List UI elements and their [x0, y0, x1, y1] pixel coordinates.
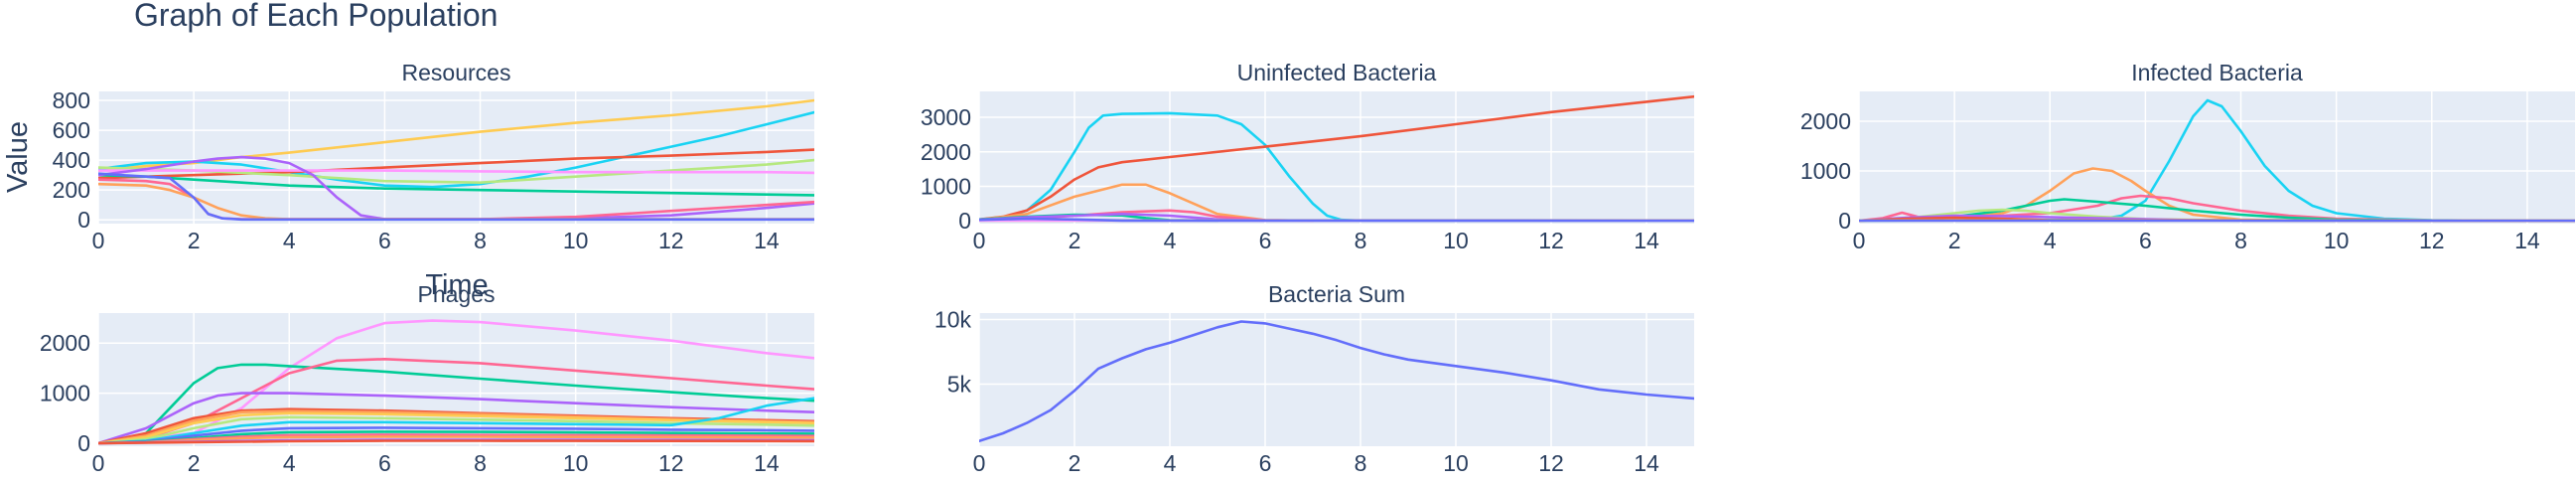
series-line-9 [98, 397, 814, 445]
series-line-4 [98, 158, 814, 184]
x-tick-label: 14 [754, 228, 780, 253]
figure-xlabel: Time [425, 269, 488, 301]
series-line-7 [98, 155, 814, 221]
y-tick-label: 1000 [1800, 158, 1851, 184]
series-line-10 [98, 172, 814, 222]
x-tick-label: 10 [563, 450, 589, 476]
y-tick-label: 2000 [40, 330, 90, 356]
x-tick-label: 8 [474, 228, 487, 253]
series-line-8 [98, 415, 814, 445]
panel-infected-bacteria: 0 2 4 6 8 10 12 14 0 1000 2000 Infected Bacteria [1800, 60, 2575, 253]
series-line-5 [98, 169, 814, 175]
x-tick-label: 2 [1948, 228, 1961, 253]
x-tick-label: 14 [2514, 228, 2540, 253]
series-line-10 [979, 217, 1694, 223]
subplot-title: Uninfected Bacteria [1237, 60, 1437, 85]
x-tick-label: 4 [1164, 450, 1177, 476]
subplot-title: Resources [402, 60, 511, 85]
y-tick-label: 600 [53, 117, 90, 143]
x-tick-label: 4 [283, 228, 296, 253]
y-tick-label: 0 [1838, 208, 1851, 234]
x-tick-label: 10 [1443, 228, 1469, 253]
series-line-3 [98, 148, 814, 180]
series-line-1 [979, 320, 1694, 443]
subplot-title: Bacteria Sum [1268, 281, 1405, 307]
x-tick-label: 14 [754, 450, 780, 476]
y-tick-label: 3000 [921, 104, 971, 130]
plot-background [979, 91, 1694, 224]
y-tick-label: 0 [958, 208, 971, 234]
y-tick-label: 1000 [921, 173, 971, 199]
y-tick-label: 400 [53, 147, 90, 173]
figure-title: Graph of Each Population [134, 0, 498, 33]
x-tick-label: 0 [973, 228, 986, 253]
y-tick-label: 0 [77, 207, 90, 233]
x-tick-label: 12 [658, 450, 684, 476]
plot-background [1859, 91, 2575, 224]
x-tick-label: 6 [378, 450, 391, 476]
x-tick-label: 2 [188, 450, 201, 476]
y-tick-label: 2000 [921, 139, 971, 165]
x-tick-label: 4 [1164, 228, 1177, 253]
x-tick-label: 6 [2139, 228, 2152, 253]
x-tick-label: 0 [92, 228, 105, 253]
x-tick-label: 8 [1355, 450, 1367, 476]
y-tick-label: 0 [77, 430, 90, 456]
x-tick-label: 8 [1355, 228, 1367, 253]
x-tick-label: 6 [1259, 450, 1272, 476]
x-tick-label: 4 [283, 450, 296, 476]
subplot-title: Phages [417, 281, 495, 307]
y-tick-label: 200 [53, 177, 90, 203]
x-tick-label: 0 [1853, 228, 1866, 253]
x-tick-label: 2 [1069, 450, 1081, 476]
x-tick-label: 6 [378, 228, 391, 253]
x-tick-label: 8 [474, 450, 487, 476]
panel-uninfected-bacteria: 0 2 4 6 8 10 12 14 0 1000 2000 3000 Uninfected Bacte… [921, 60, 1694, 253]
y-tick-label: 2000 [1800, 108, 1851, 134]
panel-phages: 0 2 4 6 8 10 12 14 0 1000 2000 Phages [40, 281, 814, 476]
x-tick-label: 4 [2044, 228, 2057, 253]
x-tick-label: 14 [1634, 228, 1659, 253]
x-tick-label: 14 [1634, 450, 1659, 476]
x-tick-label: 10 [563, 228, 589, 253]
series-line-15 [98, 439, 814, 445]
x-tick-label: 12 [658, 228, 684, 253]
x-tick-label: 12 [2419, 228, 2445, 253]
series-line-3 [1859, 194, 2575, 223]
series-line-4 [98, 392, 814, 445]
y-tick-label: 5k [947, 372, 972, 398]
series-line-2 [98, 110, 814, 189]
x-tick-label: 2 [1069, 228, 1081, 253]
x-tick-label: 10 [1443, 450, 1469, 476]
x-tick-label: 2 [188, 228, 201, 253]
y-tick-label: 1000 [40, 381, 90, 406]
y-tick-label: 10k [934, 307, 972, 333]
figure-ylabel: Value [2, 121, 34, 193]
x-tick-label: 6 [1259, 228, 1272, 253]
y-tick-label: 800 [53, 87, 90, 113]
series-line-2 [979, 94, 1694, 222]
panel-bacteria-sum: 0 2 4 6 8 10 12 14 5k 10k Bacteria Sum [934, 281, 1694, 476]
series-line-6 [98, 173, 814, 197]
x-tick-label: 0 [92, 450, 105, 476]
x-tick-label: 8 [2234, 228, 2247, 253]
subplot-title: Infected Bacteria [2131, 60, 2303, 85]
x-tick-label: 12 [1538, 228, 1564, 253]
x-tick-label: 10 [2324, 228, 2350, 253]
plot-background [979, 313, 1694, 446]
x-tick-label: 0 [973, 450, 986, 476]
series-line-10 [98, 426, 814, 445]
x-tick-label: 12 [1538, 450, 1564, 476]
